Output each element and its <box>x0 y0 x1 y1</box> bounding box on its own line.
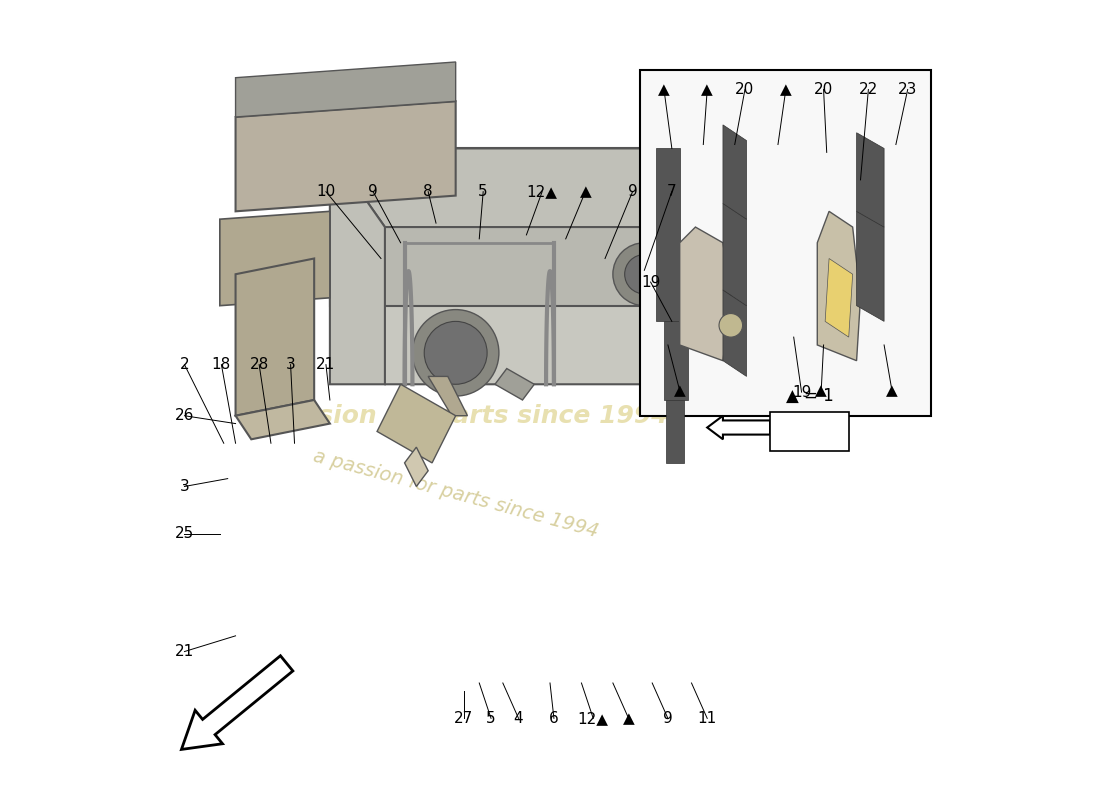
Text: a passion for parts since 1994: a passion for parts since 1994 <box>243 404 669 428</box>
Polygon shape <box>680 227 730 361</box>
Text: ▲: ▲ <box>780 82 792 97</box>
Text: 21: 21 <box>175 644 194 659</box>
Polygon shape <box>668 149 723 384</box>
Text: ▲: ▲ <box>658 82 670 97</box>
Text: 2: 2 <box>179 357 189 372</box>
Polygon shape <box>857 133 884 227</box>
Polygon shape <box>377 384 455 463</box>
Text: 23: 23 <box>898 82 917 97</box>
Text: 9: 9 <box>663 711 673 726</box>
Polygon shape <box>664 322 688 400</box>
Circle shape <box>625 254 664 294</box>
Text: 9: 9 <box>368 184 378 199</box>
Polygon shape <box>857 211 884 322</box>
Text: 5: 5 <box>478 184 488 199</box>
Circle shape <box>425 322 487 384</box>
Polygon shape <box>825 258 852 337</box>
Polygon shape <box>220 211 330 306</box>
Text: 27: 27 <box>454 711 473 726</box>
Polygon shape <box>330 149 385 384</box>
Text: ▲: ▲ <box>702 82 713 97</box>
Text: 6: 6 <box>549 711 559 726</box>
Text: 4: 4 <box>514 711 524 726</box>
Polygon shape <box>723 125 747 219</box>
Text: ▲ = 1: ▲ = 1 <box>785 387 834 405</box>
FancyArrow shape <box>707 416 770 439</box>
Polygon shape <box>235 102 455 211</box>
Text: 11: 11 <box>697 711 717 726</box>
Text: 19: 19 <box>641 274 660 290</box>
Polygon shape <box>817 211 860 361</box>
Text: GIRC
DB: GIRC DB <box>385 296 480 378</box>
Polygon shape <box>330 149 668 306</box>
Text: 21: 21 <box>317 357 336 372</box>
Text: 18: 18 <box>212 357 231 372</box>
Text: 12▲: 12▲ <box>578 711 608 726</box>
Text: 26: 26 <box>175 408 194 423</box>
Text: 20: 20 <box>814 82 833 97</box>
Text: 3: 3 <box>286 357 296 372</box>
Polygon shape <box>235 400 330 439</box>
Text: 3: 3 <box>179 479 189 494</box>
Text: ▲: ▲ <box>815 383 827 398</box>
Polygon shape <box>723 203 747 306</box>
Text: 8: 8 <box>424 184 433 199</box>
Text: 10: 10 <box>317 184 336 199</box>
Polygon shape <box>428 377 468 416</box>
Text: 20: 20 <box>735 82 755 97</box>
Polygon shape <box>330 306 723 384</box>
Polygon shape <box>235 62 455 117</box>
Circle shape <box>719 314 742 337</box>
Polygon shape <box>495 369 535 400</box>
Text: ▲: ▲ <box>887 383 898 398</box>
Text: a passion for parts since 1994: a passion for parts since 1994 <box>311 447 601 542</box>
Polygon shape <box>692 282 755 337</box>
Circle shape <box>412 310 499 396</box>
Bar <box>640 70 932 416</box>
Text: 7: 7 <box>667 184 676 199</box>
Polygon shape <box>666 400 683 463</box>
Polygon shape <box>405 447 428 486</box>
Polygon shape <box>330 149 723 227</box>
Bar <box>770 412 849 451</box>
Text: 22: 22 <box>859 82 878 97</box>
Circle shape <box>613 242 675 306</box>
Text: 25: 25 <box>175 526 194 541</box>
Text: 9: 9 <box>628 184 637 199</box>
Text: 5: 5 <box>486 711 496 726</box>
Text: ▲: ▲ <box>580 184 592 199</box>
FancyArrow shape <box>182 656 293 750</box>
Text: 19: 19 <box>792 385 811 400</box>
Text: 28: 28 <box>250 357 268 372</box>
Polygon shape <box>235 258 315 416</box>
Text: 12▲: 12▲ <box>527 184 558 199</box>
Text: ▲: ▲ <box>623 711 635 726</box>
Text: ▲: ▲ <box>674 383 685 398</box>
Polygon shape <box>723 290 747 377</box>
Polygon shape <box>656 149 680 322</box>
